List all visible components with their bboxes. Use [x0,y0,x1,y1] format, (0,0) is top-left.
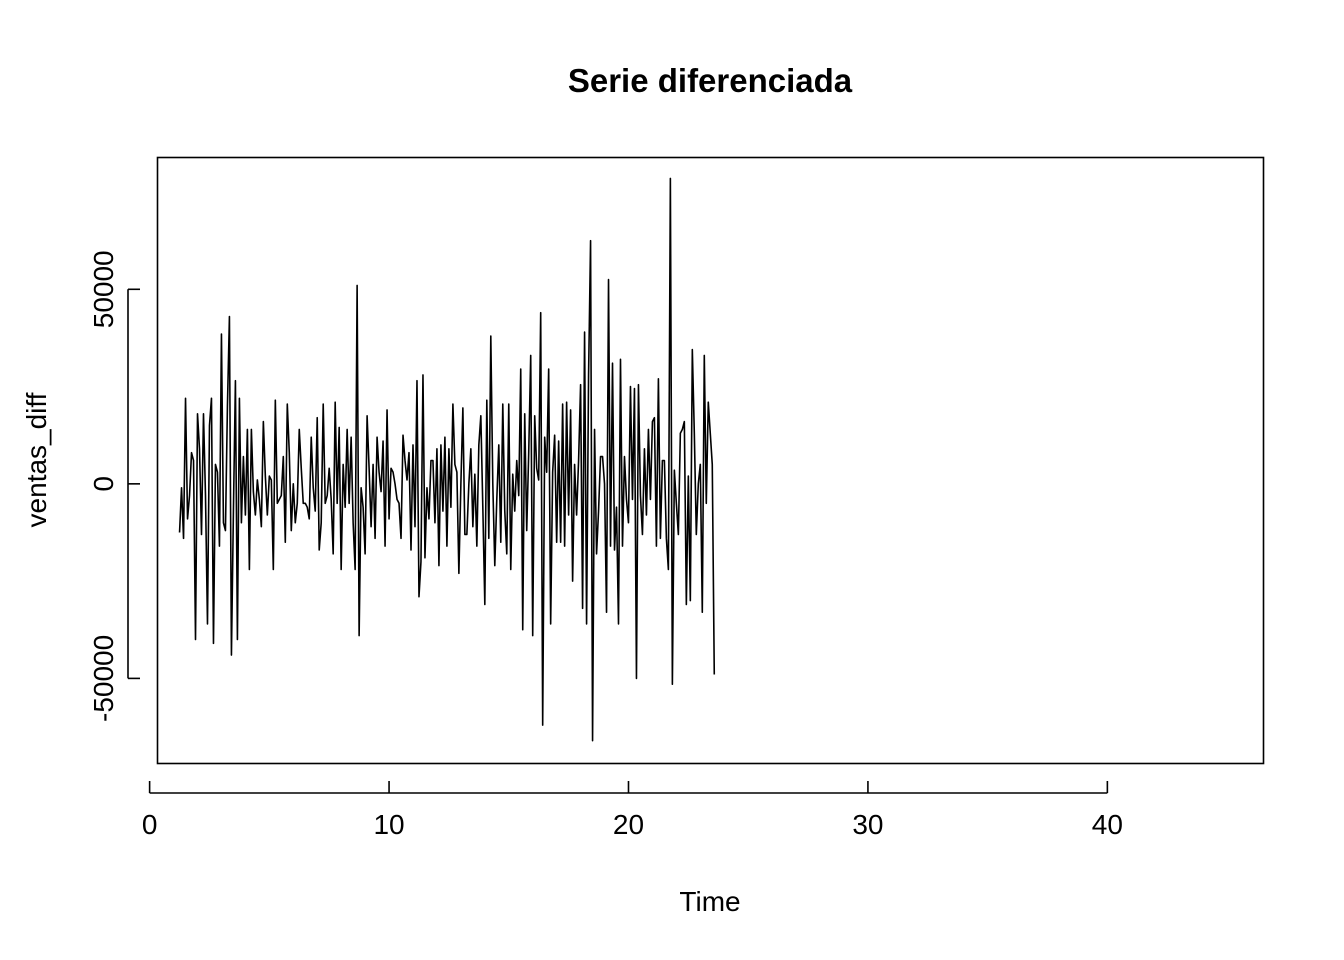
y-tick-label: 50000 [88,250,119,328]
x-axis: 0 10 20 30 40 [142,781,1123,840]
y-tick-label: 0 [88,476,119,492]
series-line-0 [178,177,716,742]
x-tick-label: 20 [613,809,644,840]
x-tick-label: 30 [852,809,883,840]
y-tick-label: -50000 [88,635,119,722]
plot-frame [156,156,1265,765]
x-tick-label: 0 [142,809,158,840]
series-group [178,177,716,742]
y-axis: -50000 0 50000 [88,250,140,722]
chart-title: Serie diferenciada [568,62,853,99]
y-axis-label: ventas_diff [21,392,52,527]
x-tick-label: 40 [1092,809,1123,840]
x-axis-label: Time [679,886,740,917]
x-tick-label: 10 [373,809,404,840]
